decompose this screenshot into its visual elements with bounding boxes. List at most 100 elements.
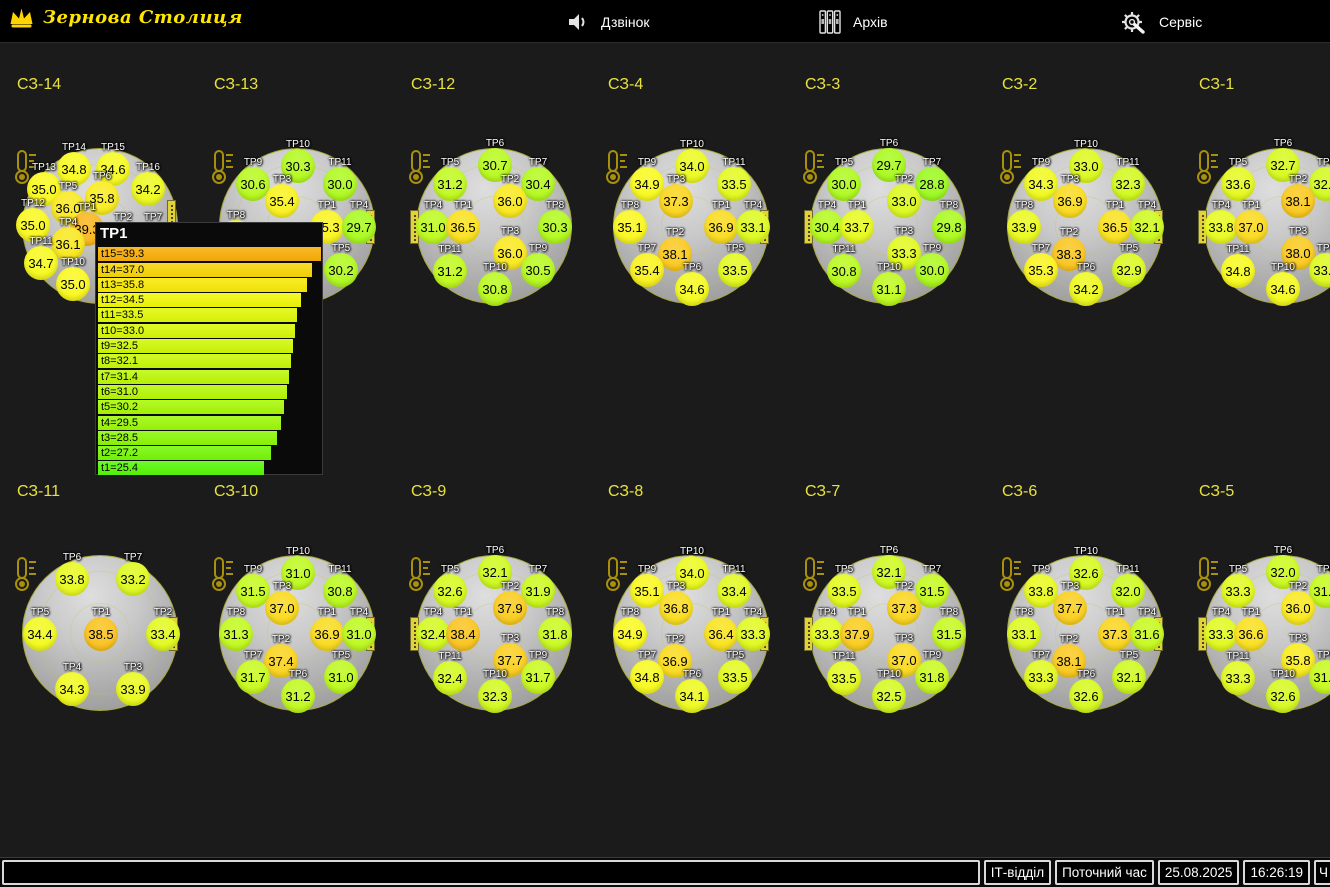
sensor-TP5[interactable]: 31.2 TP5 bbox=[433, 157, 467, 201]
sensor-TP3[interactable]: 37.7 TP3 bbox=[1053, 581, 1087, 625]
sensor-TP2[interactable]: 36.0 TP2 bbox=[493, 174, 527, 218]
sensor-TP2[interactable]: 36.9 TP2 bbox=[658, 634, 692, 678]
sensor-TP8[interactable]: 29.8 TP8 bbox=[932, 200, 966, 244]
sensor-TP1[interactable]: 37.3 TP1 bbox=[1098, 607, 1132, 651]
sensor-TP8[interactable]: 31.5 TP8 bbox=[932, 607, 966, 651]
sensor-TP9[interactable]: 30.6 TP9 bbox=[236, 157, 270, 201]
sensor-TP10[interactable]: 32.5 TP10 bbox=[872, 669, 906, 713]
sensor-TP4[interactable]: 32.4 TP4 bbox=[416, 607, 450, 651]
sensor-TP10[interactable]: 32.3 TP10 bbox=[478, 669, 512, 713]
sensor-TP4[interactable]: 31.6 TP4 bbox=[1130, 607, 1164, 651]
silo-bin-view[interactable]: 32.7TP633.6TP532.4TP738.1TP233.8TP437.0T… bbox=[1198, 138, 1330, 306]
silo-bin-view[interactable]: 32.1 TP6 32.6 TP5 31.9 TP7 37.9 TP2 32.4 TP4 38.4 T… bbox=[410, 545, 572, 713]
sensor-TP2[interactable]: 38.1 TP2 bbox=[1281, 174, 1315, 218]
sensor-TP11[interactable]: 32.4 TP11 bbox=[433, 651, 467, 695]
sensor-TP4[interactable]: 33.3 TP4 bbox=[810, 607, 844, 651]
sensor-TP6[interactable]: 34.2 TP6 bbox=[1069, 262, 1103, 306]
silo-bin-view[interactable]: 33.0 TP10 34.3 TP9 32.3 TP11 36.9 TP3 33.9 TP8 36.… bbox=[1007, 139, 1164, 306]
sensor-TP9[interactable]: 30.5 TP9 bbox=[521, 243, 555, 287]
sensor-TP5[interactable]: 32.9 TP5 bbox=[1112, 243, 1146, 287]
sensor-TP11[interactable]: 33.5 TP11 bbox=[827, 651, 861, 695]
sensor-TP2[interactable]: 38.3 TP2 bbox=[1052, 227, 1086, 271]
sensor-TP12[interactable]: 35.0 TP12 bbox=[16, 198, 50, 242]
sensor-TP9[interactable]: 30.0 TP9 bbox=[915, 243, 949, 287]
sensor-TP8[interactable]: 31.8 TP8 bbox=[538, 607, 572, 651]
sensor-TP9[interactable]: 34.9 TP9 bbox=[630, 157, 664, 201]
sensor-TP1[interactable]: 36.4 TP1 bbox=[704, 607, 738, 651]
nav-service-button[interactable]: Сервіс bbox=[1120, 0, 1202, 43]
sensor-TP6[interactable]: 32.1 TP6 bbox=[872, 545, 906, 589]
sensor-TP4[interactable]: 31.0 TP4 bbox=[342, 607, 376, 651]
sensor-TP9[interactable]: 31.8 TP9 bbox=[915, 650, 949, 694]
sensor-TP4[interactable]: 33.3 TP4 bbox=[736, 607, 770, 651]
sensor-TP5[interactable]: 31.0 TP5 bbox=[324, 650, 358, 694]
sensor-TP7[interactable]: 31.7 TP7 bbox=[236, 650, 270, 694]
sensor-TP10[interactable]: 31.0 TP10 bbox=[281, 546, 315, 590]
sensor-TP11[interactable]: 31.2 TP11 bbox=[433, 244, 467, 288]
sensor-TP11[interactable]: 30.0 TP11 bbox=[323, 157, 357, 201]
sensor-TP7[interactable]: 34.8 TP7 bbox=[630, 650, 664, 694]
silo-bin-view[interactable]: 31.0 TP10 31.5 TP9 30.8 TP11 37.0 TP3 31.3 TP8 36.… bbox=[219, 546, 376, 713]
sensor-TP8[interactable]: 31.3 TP8 bbox=[219, 607, 253, 651]
sensor-TP10[interactable]: 33.0 TP10 bbox=[1069, 139, 1103, 183]
sensor-TP7[interactable]: 28.8 TP7 bbox=[915, 157, 949, 201]
sensor-TP7[interactable]: 30.4 TP7 bbox=[521, 157, 555, 201]
sensor-TP10[interactable]: 35.0 TP10 bbox=[56, 257, 90, 301]
sensor-TP2[interactable]: 37.3 TP2 bbox=[887, 581, 921, 625]
sensor-TP6[interactable]: 32.0 TP6 bbox=[1266, 545, 1300, 589]
sensor-TP14[interactable]: 34.8 TP14 bbox=[57, 142, 91, 186]
sensor-TP6[interactable]: 34.6 TP6 bbox=[675, 262, 709, 306]
sensor-TP5[interactable]: 30.0 TP5 bbox=[827, 157, 861, 201]
sensor-TP3[interactable]: 37.3 TP3 bbox=[659, 174, 693, 218]
sensor-TP5[interactable]: 33.5 TP5 bbox=[827, 564, 861, 608]
sensor-TP8[interactable]: 33.9 TP8 bbox=[1007, 200, 1041, 244]
sensor-TP10[interactable]: 30.3 TP10 bbox=[281, 139, 315, 183]
sensor-TP9[interactable]: 35.1 TP9 bbox=[630, 564, 664, 608]
sensor-TP5[interactable]: 32.1 TP5 bbox=[1112, 650, 1146, 694]
sensor-TP6[interactable]: 29.7 TP6 bbox=[872, 138, 906, 182]
sensor-TP7[interactable]: 33.2 TP7 bbox=[116, 552, 150, 596]
silo-bin-view[interactable]: 32.0TP633.3TP531.5TP736.0TP233.3TP436.6T… bbox=[1198, 545, 1330, 713]
silo-bin-view[interactable]: 33.8 TP6 33.2 TP7 34.4 TP5 38.5 TP1 33.4 TP2 34.3 T… bbox=[22, 552, 180, 711]
sensor-TP3[interactable]: 37.0 TP3 bbox=[265, 581, 299, 625]
sensor-TP5[interactable]: 30.2 TP5 bbox=[324, 243, 358, 287]
sensor-TP2[interactable]: 33.4 TP2 bbox=[146, 607, 180, 651]
sensor-TP1[interactable]: 36.6 TP1 bbox=[1234, 607, 1268, 651]
sensor-TP11[interactable]: 30.8 TP11 bbox=[827, 244, 861, 288]
sensor-TP3[interactable]: 36.9 TP3 bbox=[1053, 174, 1087, 218]
sensor-TP3[interactable]: 36.8 TP3 bbox=[659, 581, 693, 625]
sensor-TP6[interactable]: 32.7 TP6 bbox=[1266, 138, 1300, 182]
sensor-TP6[interactable]: 35.8 TP6 bbox=[85, 171, 119, 215]
sensor-TP10[interactable]: 32.6 TP10 bbox=[1266, 669, 1300, 713]
sensor-TP8[interactable]: 35.1 TP8 bbox=[613, 200, 647, 244]
silo-bin-view[interactable]: 32.1 TP6 33.5 TP5 31.5 TP7 37.3 TP2 33.3 TP4 37.9 T… bbox=[804, 545, 966, 713]
sensor-TP2[interactable]: 36.0 TP2 bbox=[1281, 581, 1315, 625]
sensor-TP11[interactable]: 34.7 TP11 bbox=[24, 236, 58, 280]
sensor-TP6[interactable]: 32.6 TP6 bbox=[1069, 669, 1103, 713]
sensor-TP2[interactable]: 33.0 TP2 bbox=[887, 174, 921, 218]
nav-archive-button[interactable]: Архів bbox=[818, 0, 888, 43]
sensor-TP7[interactable]: 35.3 TP7 bbox=[1024, 243, 1058, 287]
sensor-TP9[interactable]: 34.3 TP9 bbox=[1024, 157, 1058, 201]
sensor-TP1[interactable]: 36.5 TP1 bbox=[1098, 200, 1132, 244]
sensor-TP4[interactable]: 36.1 TP4 bbox=[51, 217, 85, 261]
sensor-TP3[interactable]: 33.3 TP3 bbox=[887, 226, 921, 270]
sensor-TP9[interactable]: 31.7 TP9 bbox=[521, 650, 555, 694]
sensor-TP1[interactable]: 37.0 TP1 bbox=[1234, 200, 1268, 244]
sensor-TP11[interactable]: 33.5 TP11 bbox=[717, 157, 751, 201]
sensor-TP4[interactable]: 32.1 TP4 bbox=[1130, 200, 1164, 244]
silo-bin-view[interactable]: 34.0 TP10 35.1 TP9 33.4 TP11 36.8 TP3 34.9 TP8 36.… bbox=[613, 546, 770, 713]
sensor-TP4[interactable]: 33.8 TP4 bbox=[1204, 200, 1238, 244]
silo-bin-view[interactable]: 32.6 TP10 33.8 TP9 32.0 TP11 37.7 TP3 33.1 TP8 37.… bbox=[1007, 546, 1164, 713]
sensor-TP11[interactable]: 34.8 TP11 bbox=[1221, 244, 1255, 288]
sensor-TP15[interactable]: 34.6 TP15 bbox=[96, 142, 130, 186]
sensor-TP11[interactable]: 33.3 TP11 bbox=[1221, 651, 1255, 695]
sensor-TP7[interactable]: 31.9 TP7 bbox=[521, 564, 555, 608]
sensor-TP4[interactable]: 34.3 TP4 bbox=[55, 662, 89, 706]
sensor-TP1[interactable]: 38.5 TP1 bbox=[84, 607, 118, 651]
sensor-TP8[interactable]: 34.9 TP8 bbox=[613, 607, 647, 651]
